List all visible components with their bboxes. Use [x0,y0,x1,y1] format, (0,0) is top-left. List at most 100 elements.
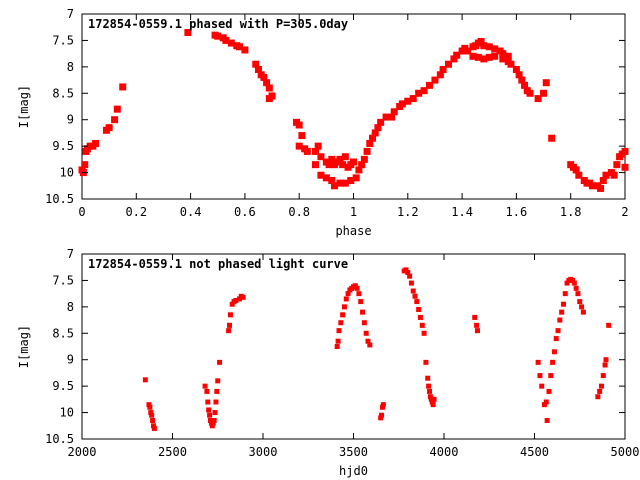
data-point [420,87,428,95]
data-point [453,51,461,59]
data-point [474,322,480,328]
data-point [421,330,427,336]
data-point [207,412,213,418]
x-tick-label: 0.8 [288,205,310,219]
y-tick-label: 10 [60,406,74,420]
data-point [579,304,585,310]
data-point [343,296,349,302]
data-point [341,153,349,161]
data-point [431,396,437,402]
data-point [426,81,434,89]
data-point [491,52,499,60]
data-point [390,108,398,116]
data-point [425,375,431,381]
data-point [184,29,192,36]
data-point [303,147,311,155]
data-point [546,388,552,394]
x-tick-label: 3500 [339,445,368,459]
data-point [298,132,306,140]
y-tick-label: 10.5 [45,432,74,446]
x-axis-label: phase [335,224,371,238]
data-point [92,140,100,147]
x-tick-label: 1 [350,205,357,219]
data-point [602,362,608,368]
data-point [240,294,246,300]
x-tick-label: 2 [621,205,628,219]
y-tick-label: 7 [67,7,74,21]
data-point [464,47,472,55]
data-point [205,399,211,405]
data-point [597,388,603,394]
data-point [314,142,322,150]
data-point [535,359,541,365]
data-point [215,378,221,384]
data-point [537,373,543,379]
data-point [204,388,210,394]
data-point [334,344,340,349]
x-tick-label: 1.2 [397,205,419,219]
data-point [352,174,360,182]
x-tick-label: 2500 [158,445,187,459]
data-point [427,388,433,394]
data-point [336,328,342,334]
data-point [542,79,550,87]
data-point [526,89,534,97]
data-point [338,320,344,326]
data-point [217,359,223,365]
data-point [206,407,212,413]
x-tick-label: 0.6 [234,205,256,219]
data-point [417,314,423,320]
data-point [472,314,478,320]
data-point [555,328,561,334]
phased-light-curve-panel: 0 0.2 0.4 0.6 0.8 1 1.2 1.4 1.6 1.8 2 7 7.5 8 8.5 9 9.5 1… [17,7,629,238]
data-point [571,280,577,286]
data-point [606,322,612,328]
x-tick-label: 0.4 [180,205,202,219]
data-point [105,124,113,132]
axis-ticks: 0 0.2 0.4 0.6 0.8 1 1.2 1.4 1.6 1.8 2 7 7.5 8 8.5 9 9.5 1… [45,7,629,219]
data-point [113,105,121,113]
y-axis-label: I[mag] [17,85,31,128]
data-point [265,84,273,92]
data-point [358,299,364,305]
data-point [360,309,366,315]
y-tick-label: 8.5 [52,86,74,100]
data-point [621,147,629,155]
x-tick-label: 2000 [68,445,97,459]
chart-title: 172854-0559.1 phased with P=305.0day [88,17,348,31]
data-point [142,377,148,383]
data-point [335,338,341,344]
y-tick-label: 8 [67,60,74,74]
y-tick-label: 7.5 [52,273,74,287]
data-point [119,83,127,91]
data-point [213,399,219,405]
data-point [410,288,416,294]
data-point [550,359,556,365]
y-tick-label: 9.5 [52,139,74,153]
data-point [111,116,119,124]
data-point [539,383,545,389]
y-tick-label: 8.5 [52,326,74,340]
data-point [534,95,542,103]
unphased-light-curve-panel: 2000 2500 3000 3500 4000 4500 5000 7 7.5 8 8.5 9 9.5… [17,247,639,478]
y-tick-label: 9.5 [52,379,74,393]
y-tick-label: 8 [67,300,74,314]
data-point [151,425,157,431]
data-point [317,153,325,161]
data-point [613,161,621,169]
data-point [426,383,432,389]
data-point [227,322,233,328]
x-tick-label: 4000 [430,445,459,459]
data-point [439,66,447,73]
data-point [147,404,153,410]
data-point [408,280,414,286]
data-point [361,320,367,326]
data-point [610,171,618,179]
data-point [580,309,586,315]
data-point [340,312,346,318]
data-point [573,285,579,291]
data-point [241,46,249,54]
data-point [356,291,362,297]
data-point [367,342,373,348]
